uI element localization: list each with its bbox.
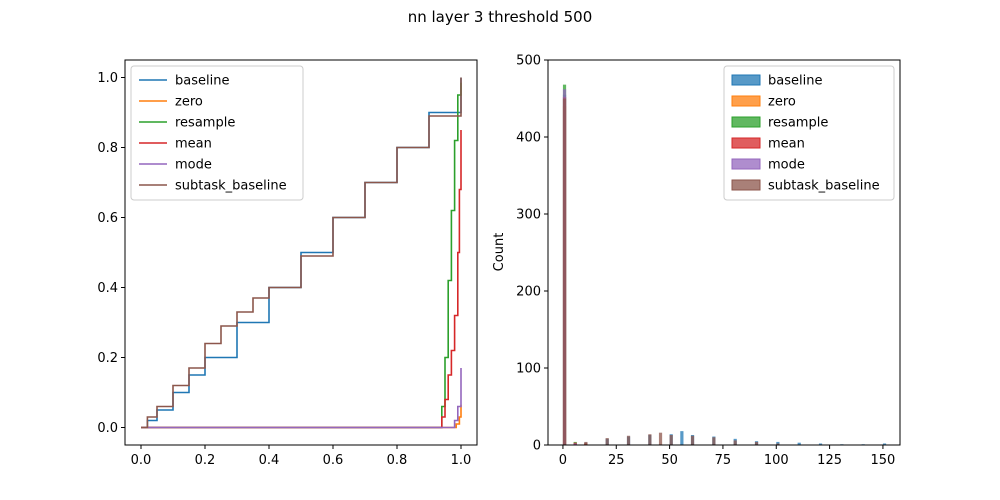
bar-subtask_baseline — [669, 434, 673, 445]
y-tick-label: 500 — [516, 54, 541, 69]
y-tick-label: 0.8 — [97, 141, 118, 156]
legend-label: baseline — [175, 74, 229, 89]
histogram-plot: 0 25 50 75 100 125 150 0 100 200 300 400 500 Count b… — [492, 54, 901, 468]
y-tick-label: 0.0 — [97, 421, 118, 436]
legend-label: mean — [175, 137, 212, 152]
bar-subtask_baseline — [712, 437, 716, 445]
series-line-mean — [141, 130, 462, 429]
legend-swatch — [731, 158, 761, 170]
bar-subtask_baseline — [754, 441, 759, 445]
bar-baseline — [680, 431, 684, 445]
y-tick-label: 300 — [516, 208, 541, 223]
legend-box — [130, 65, 304, 201]
bar-subtask_baseline — [776, 443, 780, 445]
x-tick-label: 0.8 — [387, 453, 408, 468]
legend-swatch — [731, 137, 761, 149]
bar-subtask_baseline — [658, 432, 663, 445]
cdf-plot: 0.0 0.2 0.4 0.6 0.8 1.0 0.0 0.2 0.4 0.6 0.8 1.0 bas… — [97, 59, 478, 468]
x-tick-label: 0 — [559, 453, 567, 468]
legend-label: zero — [175, 95, 203, 110]
series-line-mode — [141, 368, 462, 429]
legend-label: zero — [768, 95, 796, 110]
bar-baseline — [882, 443, 887, 445]
bar-mode — [573, 443, 577, 445]
cdf-plot-legend: baseline zero resample mean mode subtask_base… — [130, 65, 304, 201]
x-tick-label: 0.6 — [323, 453, 344, 468]
bar-subtask_baseline — [562, 98, 567, 445]
x-tick-label: 100 — [764, 453, 789, 468]
legend-label: baseline — [768, 74, 822, 89]
x-tick-label: 125 — [817, 453, 842, 468]
series-line-subtask_baseline — [141, 77, 462, 429]
legend-label: subtask_baseline — [175, 179, 287, 194]
x-tick-label: 0.4 — [259, 453, 280, 468]
x-tick-label: 75 — [715, 453, 732, 468]
x-tick-label: 0.2 — [195, 453, 216, 468]
legend-label: mean — [768, 137, 805, 152]
y-tick-label: 100 — [516, 362, 541, 377]
legend-label: subtask_baseline — [768, 179, 880, 194]
legend-swatch — [731, 95, 761, 107]
histogram-plot-frame — [547, 59, 901, 446]
legend-label: resample — [175, 116, 235, 131]
x-tick-label: 1.0 — [451, 453, 472, 468]
y-tick-label: 400 — [516, 131, 541, 146]
bar-subtask_baseline — [584, 441, 588, 445]
y-tick-label: 200 — [516, 285, 541, 300]
bar-baseline — [818, 443, 823, 445]
histogram-plot-legend: baseline zero resample mean mode subtask_base… — [723, 65, 895, 201]
legend-swatch — [731, 116, 761, 128]
legend-label: resample — [768, 116, 828, 131]
y-tick-label: 0.6 — [97, 211, 118, 226]
y-tick-label: 0.4 — [97, 281, 118, 296]
y-tick-label: 0 — [533, 439, 541, 454]
x-tick-label: 50 — [661, 453, 678, 468]
bar-subtask_baseline — [626, 435, 631, 445]
bar-subtask_baseline — [605, 438, 609, 445]
bar-subtask_baseline — [690, 435, 695, 445]
legend-swatch — [731, 179, 761, 191]
cdf-plot-frame — [124, 59, 478, 446]
series-line-zero — [141, 404, 462, 429]
x-tick-label: 0.0 — [131, 453, 152, 468]
bar-baseline — [797, 442, 801, 445]
legend-label: mode — [768, 158, 805, 173]
x-tick-label: 150 — [871, 453, 896, 468]
y-tick-label: 1.0 — [97, 71, 118, 86]
bar-subtask_baseline — [733, 440, 737, 445]
legend-label: mode — [175, 158, 212, 173]
legend-box — [723, 65, 895, 201]
figure-title: nn layer 3 threshold 500 — [408, 8, 593, 26]
bar-subtask_baseline — [648, 434, 652, 445]
y-tick-label: 0.2 — [97, 351, 118, 366]
legend-swatch — [731, 74, 761, 86]
x-tick-label: 25 — [608, 453, 625, 468]
histogram-y-axis-label: Count — [492, 233, 507, 272]
